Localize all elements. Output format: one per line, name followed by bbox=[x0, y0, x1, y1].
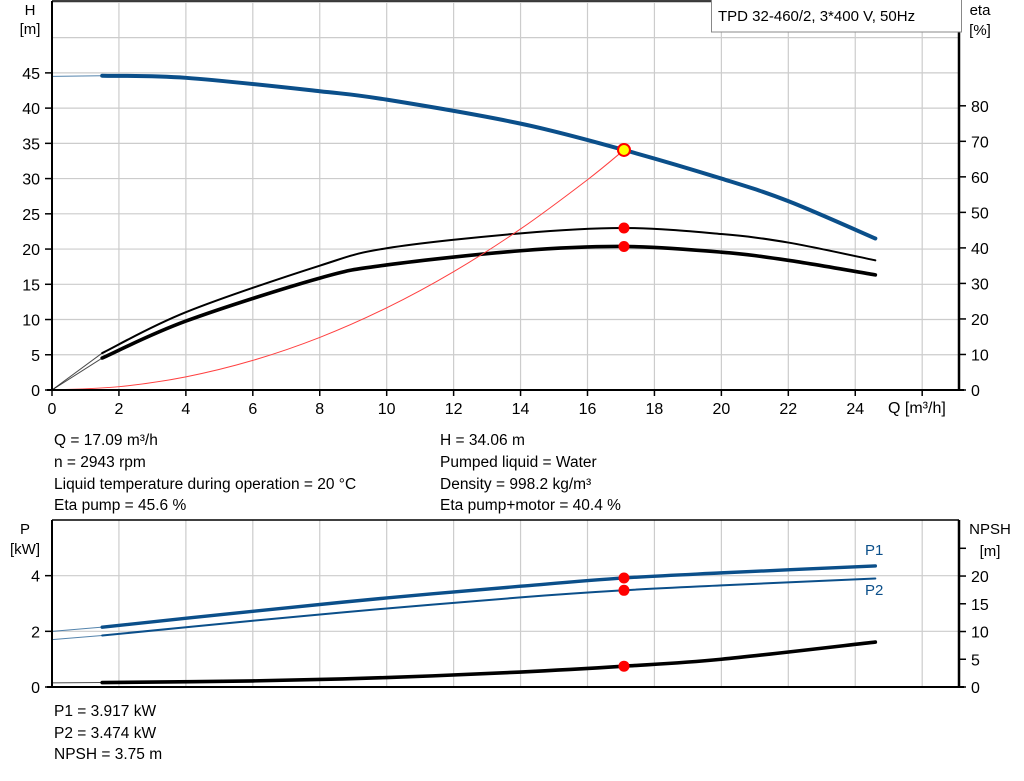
npsh-marker bbox=[618, 660, 630, 672]
info-liquid: Pumped liquid = Water bbox=[440, 454, 597, 471]
x-tick-label: 10 bbox=[378, 401, 396, 418]
eta-axis-unit: [%] bbox=[969, 22, 991, 39]
y-tick-label-left: 0 bbox=[31, 383, 40, 400]
y-tick-label-right: 20 bbox=[971, 312, 989, 329]
tick-labels: 0 2 4 6 8 10 12 14 16 18 20 22 240510152025303540450… bbox=[22, 66, 989, 697]
x-tick-label: 20 bbox=[712, 401, 730, 418]
info-q: Q = 17.09 m³/h bbox=[54, 432, 158, 449]
y-tick-label-left: 20 bbox=[22, 242, 40, 259]
eta-pump-marker bbox=[618, 222, 630, 234]
x-tick-label: 22 bbox=[779, 401, 797, 418]
p1-series-label: P1 bbox=[865, 542, 883, 559]
info-top: Q = 17.09 m³/h n = 2943 rpm Liquid tempe… bbox=[54, 432, 621, 514]
y-tick-label-left: 30 bbox=[22, 172, 40, 189]
x-tick-label: 0 bbox=[48, 401, 57, 418]
y-tick-label-right: 0 bbox=[971, 680, 980, 697]
p2-series-label: P2 bbox=[865, 582, 883, 599]
info-temp: Liquid temperature during operation = 20… bbox=[54, 476, 356, 493]
y-tick-label-right: 30 bbox=[971, 276, 989, 293]
legend-box-text: TPD 32-460/2, 3*400 V, 50Hz bbox=[718, 8, 915, 25]
system-curve bbox=[51, 149, 625, 391]
y-tick-label-right: 15 bbox=[971, 597, 989, 614]
npsh-axis-label: NPSH bbox=[969, 521, 1011, 538]
eta-pump-extrapolation bbox=[51, 352, 103, 391]
info-density: Density = 998.2 kg/m³ bbox=[440, 476, 591, 493]
duty-point-marker bbox=[616, 142, 631, 157]
y-tick-label-left: 35 bbox=[22, 136, 40, 153]
info-eta-pump-motor: Eta pump+motor = 40.4 % bbox=[440, 497, 621, 514]
h-extrapolation bbox=[51, 75, 103, 77]
y-tick-label-right: 0 bbox=[971, 383, 980, 400]
npsh-curve bbox=[100, 640, 878, 685]
y-tick-label-right: 60 bbox=[971, 170, 989, 187]
p2-marker bbox=[618, 584, 630, 596]
info-p2: P2 = 3.474 kW bbox=[54, 725, 156, 742]
h-axis-label: H bbox=[25, 2, 36, 19]
lower-grid bbox=[52, 520, 959, 687]
y-tick-label-right: 5 bbox=[971, 652, 980, 669]
legend-box: TPD 32-460/2, 3*400 V, 50Hz bbox=[711, 0, 962, 33]
eta-pump-motor-extrapolation bbox=[51, 357, 103, 391]
x-tick-label: 18 bbox=[646, 401, 664, 418]
y-tick-label-left: 5 bbox=[31, 348, 40, 365]
eta-pump-motor-marker bbox=[618, 240, 630, 252]
y-tick-label-left: 45 bbox=[22, 66, 40, 83]
info-p1: P1 = 3.917 kW bbox=[54, 703, 156, 720]
y-tick-label-left: 40 bbox=[22, 101, 40, 118]
y-tick-label-left: 0 bbox=[31, 680, 40, 697]
info-eta-pump: Eta pump = 45.6 % bbox=[54, 497, 186, 514]
axes bbox=[45, 0, 966, 688]
x-tick-label: 8 bbox=[315, 401, 324, 418]
p2-curve bbox=[101, 577, 877, 637]
info-h: H = 34.06 m bbox=[440, 432, 525, 449]
h-axis-unit: [m] bbox=[20, 21, 41, 38]
p2-extrapolation bbox=[51, 635, 103, 641]
y-tick-label-left: 15 bbox=[22, 277, 40, 294]
npsh-axis-unit: [m] bbox=[980, 543, 1001, 560]
y-tick-label-right: 50 bbox=[971, 205, 989, 222]
curves bbox=[51, 73, 878, 685]
p1-extrapolation bbox=[51, 626, 103, 632]
y-tick-label-right: 80 bbox=[971, 99, 989, 116]
y-tick-label-left: 25 bbox=[22, 207, 40, 224]
info-bottom: P1 = 3.917 kW P2 = 3.474 kW NPSH = 3.75 … bbox=[54, 703, 162, 763]
x-tick-label: 6 bbox=[248, 401, 257, 418]
y-tick-label-right: 70 bbox=[971, 134, 989, 151]
eta-pump-motor-curve bbox=[100, 244, 878, 360]
y-tick-label-right: 20 bbox=[971, 569, 989, 586]
x-tick-label: 14 bbox=[512, 401, 530, 418]
y-tick-label-right: 40 bbox=[971, 241, 989, 258]
x-tick-label: 2 bbox=[114, 401, 123, 418]
p-axis-label: P bbox=[20, 521, 30, 538]
info-npsh: NPSH = 3.75 m bbox=[54, 746, 162, 763]
upper-grid bbox=[52, 1, 959, 390]
eta-pump-curve bbox=[101, 227, 877, 355]
y-tick-label-left: 2 bbox=[31, 624, 40, 641]
y-tick-label-right: 10 bbox=[971, 625, 989, 642]
x-tick-label: 16 bbox=[579, 401, 597, 418]
h-curve bbox=[100, 73, 878, 241]
eta-axis-label: eta bbox=[970, 2, 992, 19]
y-tick-label-right: 10 bbox=[971, 347, 989, 364]
p1-marker bbox=[618, 572, 630, 584]
x-tick-label: 12 bbox=[445, 401, 463, 418]
y-tick-label-left: 10 bbox=[22, 313, 40, 330]
p1-curve bbox=[100, 564, 878, 629]
info-n: n = 2943 rpm bbox=[54, 454, 146, 471]
x-tick-label: 24 bbox=[846, 401, 864, 418]
q-axis-label: Q [m³/h] bbox=[888, 400, 946, 417]
p-axis-unit: [kW] bbox=[10, 541, 40, 558]
x-tick-label: 4 bbox=[181, 401, 190, 418]
y-tick-label-left: 4 bbox=[31, 569, 40, 586]
